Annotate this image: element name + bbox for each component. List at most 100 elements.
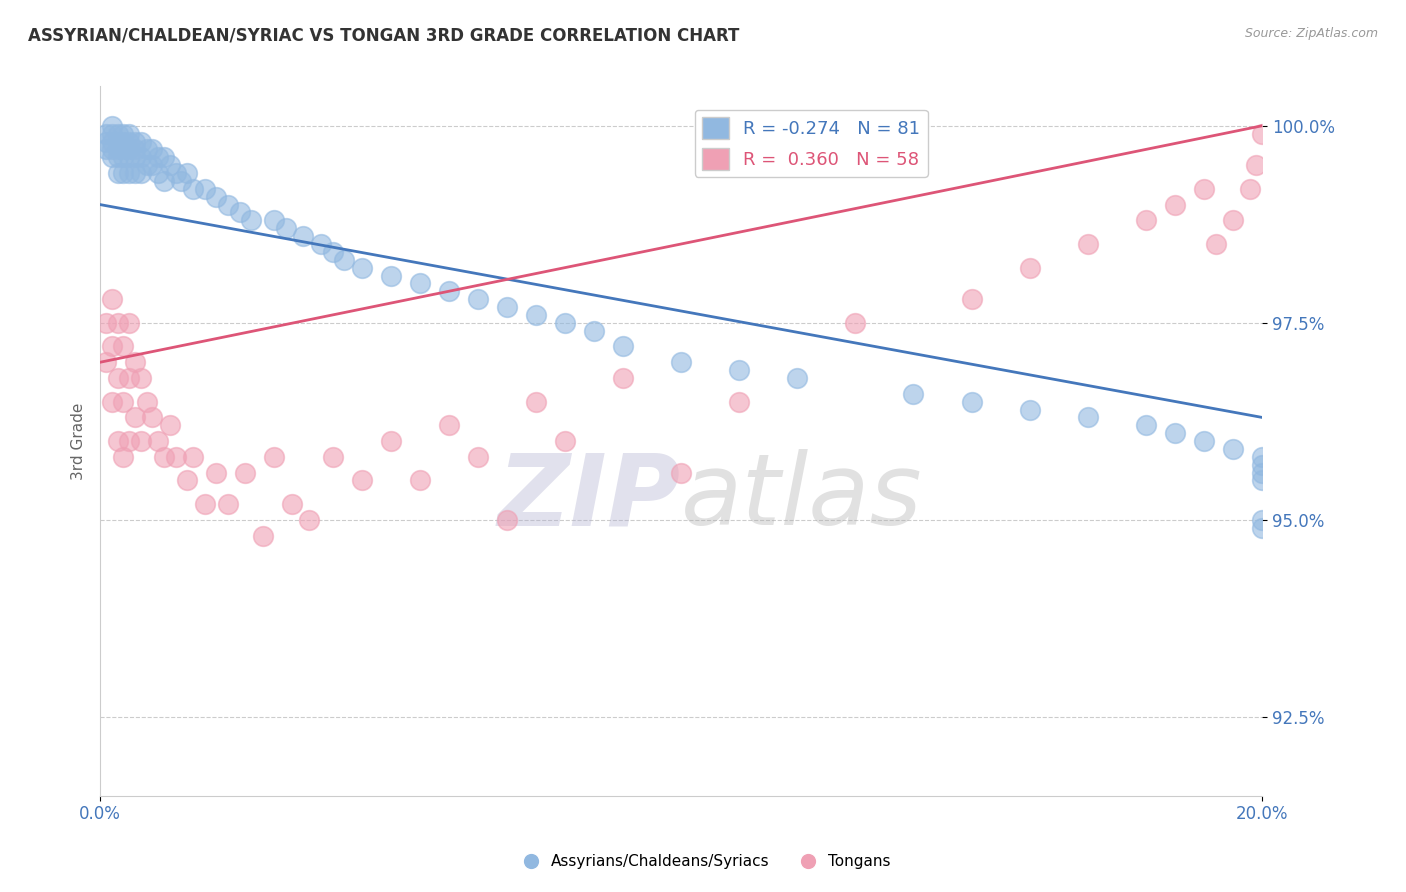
Point: [112, 135, 135, 149]
Point: [669, 466, 692, 480]
Point: [1222, 442, 1244, 456]
Point: [124, 355, 146, 369]
Point: [100, 127, 122, 141]
Point: [141, 143, 163, 157]
Point: [380, 434, 402, 448]
Point: [112, 127, 135, 141]
Point: [194, 497, 217, 511]
Point: [118, 150, 141, 164]
Point: [1251, 450, 1274, 464]
Point: [1222, 213, 1244, 227]
Point: [1077, 237, 1099, 252]
Point: [107, 434, 129, 448]
Point: [205, 466, 228, 480]
Point: [1251, 474, 1274, 488]
Point: [112, 166, 135, 180]
Point: [309, 237, 332, 252]
Point: [181, 182, 204, 196]
Point: [135, 143, 157, 157]
Point: [321, 450, 343, 464]
Point: [1192, 182, 1215, 196]
Point: [437, 285, 460, 299]
Point: [1251, 513, 1274, 527]
Point: [217, 497, 239, 511]
Point: [107, 166, 129, 180]
Point: [669, 355, 692, 369]
Point: [112, 394, 135, 409]
Point: [129, 434, 152, 448]
Point: [467, 292, 489, 306]
Point: [1251, 466, 1274, 480]
Point: [274, 221, 297, 235]
Point: [1018, 402, 1040, 417]
Point: [786, 371, 808, 385]
Point: [1135, 418, 1157, 433]
Point: [94, 127, 117, 141]
Point: [380, 268, 402, 283]
Point: [495, 300, 517, 314]
Point: [408, 474, 430, 488]
Point: [844, 316, 866, 330]
Point: [1251, 127, 1274, 141]
Point: [235, 466, 257, 480]
Point: [1251, 458, 1274, 472]
Point: [107, 371, 129, 385]
Point: [124, 150, 146, 164]
Point: [1018, 260, 1040, 275]
Point: [467, 450, 489, 464]
Point: [176, 166, 198, 180]
Point: [437, 418, 460, 433]
Point: [100, 135, 122, 149]
Point: [194, 182, 217, 196]
Point: [100, 119, 122, 133]
Point: [728, 394, 751, 409]
Point: [181, 450, 204, 464]
Point: [298, 513, 321, 527]
Point: [1077, 410, 1099, 425]
Point: [281, 497, 304, 511]
Point: [1251, 521, 1274, 535]
Point: [135, 394, 157, 409]
Point: [141, 158, 163, 172]
Point: [118, 166, 141, 180]
Text: Source: ZipAtlas.com: Source: ZipAtlas.com: [1244, 27, 1378, 40]
Text: ASSYRIAN/CHALDEAN/SYRIAC VS TONGAN 3RD GRADE CORRELATION CHART: ASSYRIAN/CHALDEAN/SYRIAC VS TONGAN 3RD G…: [28, 27, 740, 45]
Point: [135, 158, 157, 172]
Point: [903, 386, 925, 401]
Point: [1192, 434, 1215, 448]
Point: [100, 339, 122, 353]
Point: [292, 229, 315, 244]
Point: [107, 135, 129, 149]
Point: [960, 292, 983, 306]
Point: [100, 150, 122, 164]
Point: [165, 450, 187, 464]
Point: [524, 308, 547, 322]
Point: [612, 339, 634, 353]
Point: [118, 143, 141, 157]
Point: [350, 260, 373, 275]
Legend: R = -0.274   N = 81, R =  0.360   N = 58: R = -0.274 N = 81, R = 0.360 N = 58: [695, 110, 928, 178]
Point: [129, 166, 152, 180]
Point: [240, 213, 263, 227]
Point: [100, 394, 122, 409]
Point: [107, 143, 129, 157]
Point: [554, 316, 576, 330]
Point: [153, 450, 176, 464]
Point: [118, 135, 141, 149]
Point: [728, 363, 751, 377]
Point: [148, 150, 170, 164]
Point: [252, 528, 274, 542]
Point: [141, 410, 163, 425]
Point: [94, 316, 117, 330]
Point: [112, 450, 135, 464]
Point: [1244, 158, 1267, 172]
Point: [124, 143, 146, 157]
Point: [107, 150, 129, 164]
Point: [118, 316, 141, 330]
Point: [582, 324, 605, 338]
Point: [1205, 237, 1227, 252]
Point: [176, 474, 198, 488]
Point: [153, 174, 176, 188]
Point: [129, 150, 152, 164]
Point: [554, 434, 576, 448]
